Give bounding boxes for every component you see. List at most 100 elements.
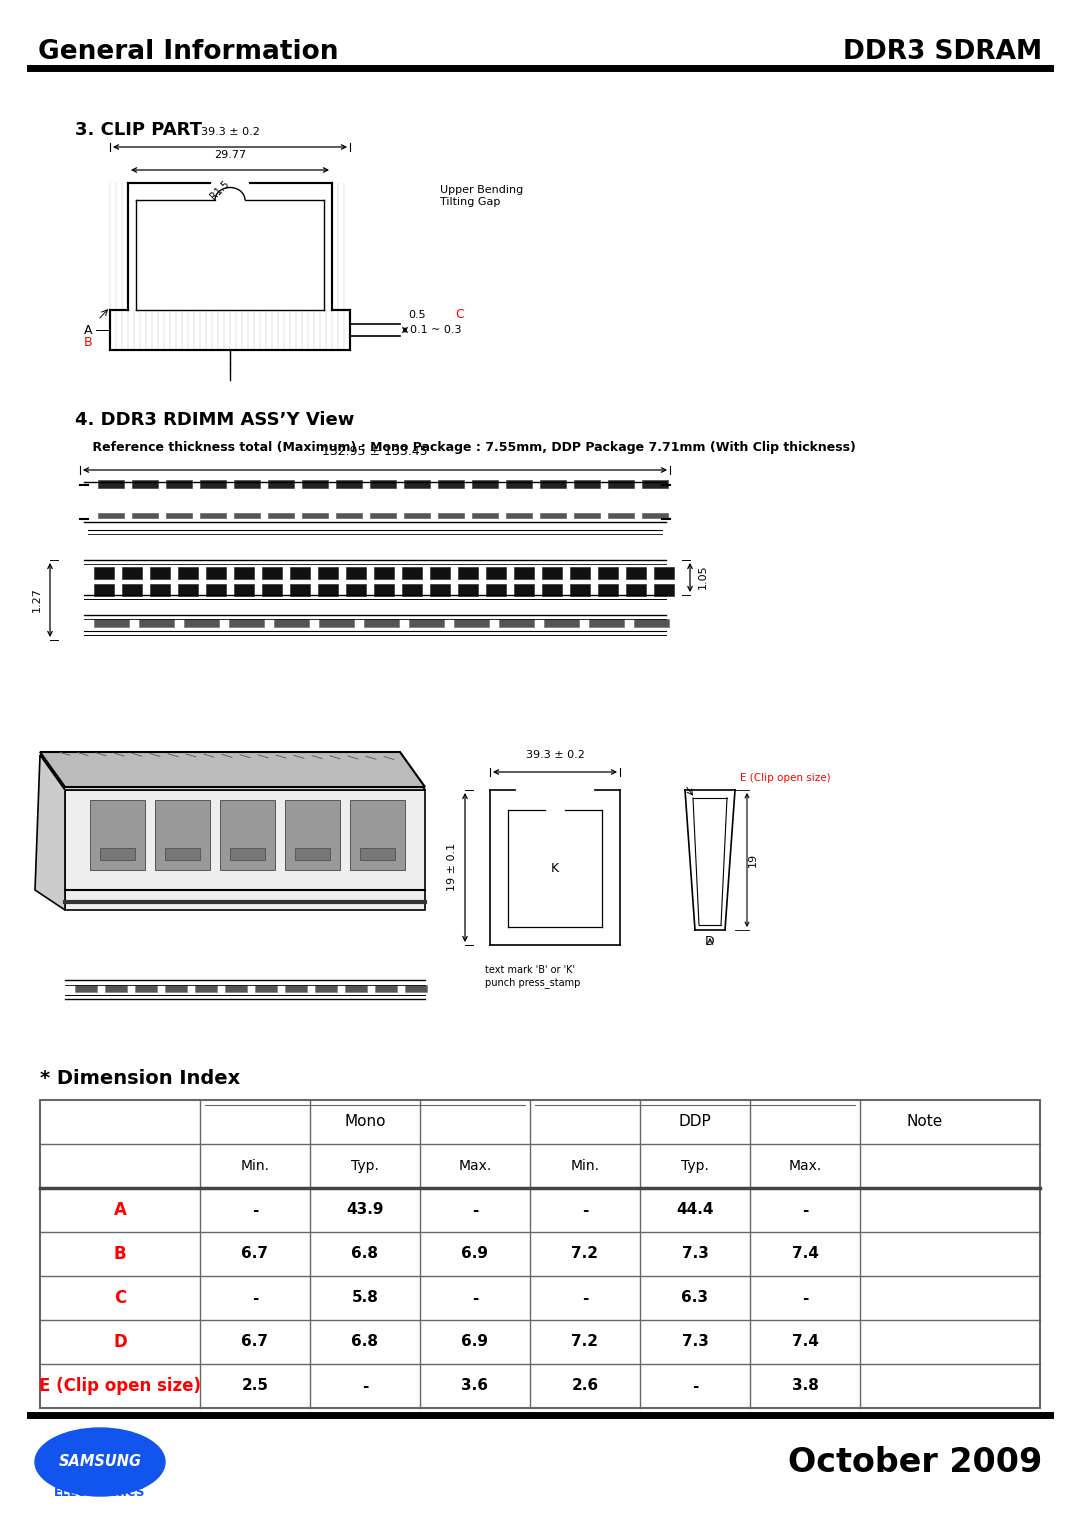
Bar — [166, 480, 192, 487]
Bar — [573, 513, 600, 518]
Bar — [135, 986, 157, 992]
Bar — [514, 584, 534, 596]
Bar — [274, 619, 309, 626]
Bar — [178, 567, 198, 579]
Bar — [472, 480, 498, 487]
Bar — [291, 584, 310, 596]
Bar — [150, 567, 170, 579]
Polygon shape — [40, 755, 426, 790]
Bar — [295, 848, 330, 860]
Bar — [486, 584, 507, 596]
Bar — [318, 567, 338, 579]
Bar — [409, 619, 444, 626]
Bar — [195, 986, 217, 992]
Bar — [542, 584, 562, 596]
Bar — [626, 567, 646, 579]
Bar — [94, 619, 129, 626]
Bar — [255, 986, 276, 992]
Polygon shape — [65, 790, 426, 911]
Bar — [626, 584, 646, 596]
Text: Min.: Min. — [241, 1160, 270, 1174]
Bar — [540, 513, 566, 518]
Bar — [234, 567, 254, 579]
Text: 6.7: 6.7 — [242, 1334, 269, 1349]
Text: E (Clip open size): E (Clip open size) — [39, 1377, 201, 1395]
Text: 6.8: 6.8 — [351, 1247, 378, 1262]
Text: 2.5: 2.5 — [242, 1378, 269, 1394]
Bar — [75, 986, 97, 992]
Text: Note: Note — [907, 1114, 943, 1129]
Text: DDP: DDP — [678, 1114, 712, 1129]
Bar — [598, 567, 618, 579]
Bar — [346, 584, 366, 596]
Bar — [542, 567, 562, 579]
Bar — [200, 513, 226, 518]
Bar — [94, 584, 114, 596]
Text: 2.6: 2.6 — [571, 1378, 598, 1394]
Bar — [370, 480, 396, 487]
Text: B: B — [83, 336, 92, 348]
Bar — [132, 480, 158, 487]
Text: 44.4: 44.4 — [676, 1203, 714, 1218]
Bar — [139, 619, 174, 626]
Text: -: - — [252, 1203, 258, 1218]
Bar — [302, 480, 328, 487]
Bar — [507, 480, 532, 487]
Bar — [234, 584, 254, 596]
Bar — [642, 513, 669, 518]
Bar — [285, 986, 307, 992]
Bar — [374, 567, 394, 579]
Bar — [507, 513, 532, 518]
Bar — [98, 513, 124, 518]
Bar — [262, 584, 282, 596]
Text: C: C — [113, 1290, 126, 1306]
Bar — [234, 513, 260, 518]
Bar — [544, 619, 579, 626]
Bar — [370, 513, 396, 518]
Bar — [315, 986, 337, 992]
Text: General Information: General Information — [38, 40, 338, 66]
Bar — [291, 567, 310, 579]
Text: 7.4: 7.4 — [792, 1247, 819, 1262]
Text: 7.2: 7.2 — [571, 1334, 598, 1349]
Text: text mark 'B' or 'K'
punch press_stamp: text mark 'B' or 'K' punch press_stamp — [485, 966, 580, 987]
Bar — [438, 480, 464, 487]
Bar — [540, 480, 566, 487]
Text: 6.3: 6.3 — [681, 1291, 708, 1305]
Bar — [486, 567, 507, 579]
Text: 3.8: 3.8 — [792, 1378, 819, 1394]
Text: 0.1 ~ 0.3: 0.1 ~ 0.3 — [410, 325, 461, 335]
Text: 7.3: 7.3 — [681, 1334, 708, 1349]
Bar — [360, 848, 395, 860]
Bar — [336, 513, 362, 518]
Text: Mono: Mono — [345, 1114, 386, 1129]
Bar — [438, 513, 464, 518]
Text: 19 ± 0.1: 19 ± 0.1 — [447, 843, 457, 891]
Text: -: - — [582, 1291, 589, 1305]
Bar — [598, 584, 618, 596]
Text: 3.6: 3.6 — [461, 1378, 488, 1394]
Text: 7.4: 7.4 — [792, 1334, 819, 1349]
Bar — [345, 986, 367, 992]
Text: -: - — [362, 1378, 368, 1394]
Bar — [150, 584, 170, 596]
Bar — [573, 480, 600, 487]
Text: ELECTRONICS: ELECTRONICS — [54, 1485, 146, 1499]
Bar — [458, 567, 478, 579]
Bar — [40, 1100, 1040, 1407]
Text: Max.: Max. — [458, 1160, 491, 1174]
Bar — [454, 619, 489, 626]
Text: Typ.: Typ. — [681, 1160, 708, 1174]
Text: B: B — [113, 1245, 126, 1264]
Text: A: A — [83, 324, 92, 336]
Text: R1.5: R1.5 — [208, 179, 231, 202]
Text: * Dimension Index: * Dimension Index — [40, 1068, 240, 1088]
Bar — [105, 986, 127, 992]
Bar — [608, 480, 634, 487]
Bar — [589, 619, 624, 626]
Bar — [608, 513, 634, 518]
Text: 0.5: 0.5 — [408, 310, 426, 319]
Bar — [654, 584, 674, 596]
Bar — [165, 848, 200, 860]
Polygon shape — [40, 752, 426, 787]
